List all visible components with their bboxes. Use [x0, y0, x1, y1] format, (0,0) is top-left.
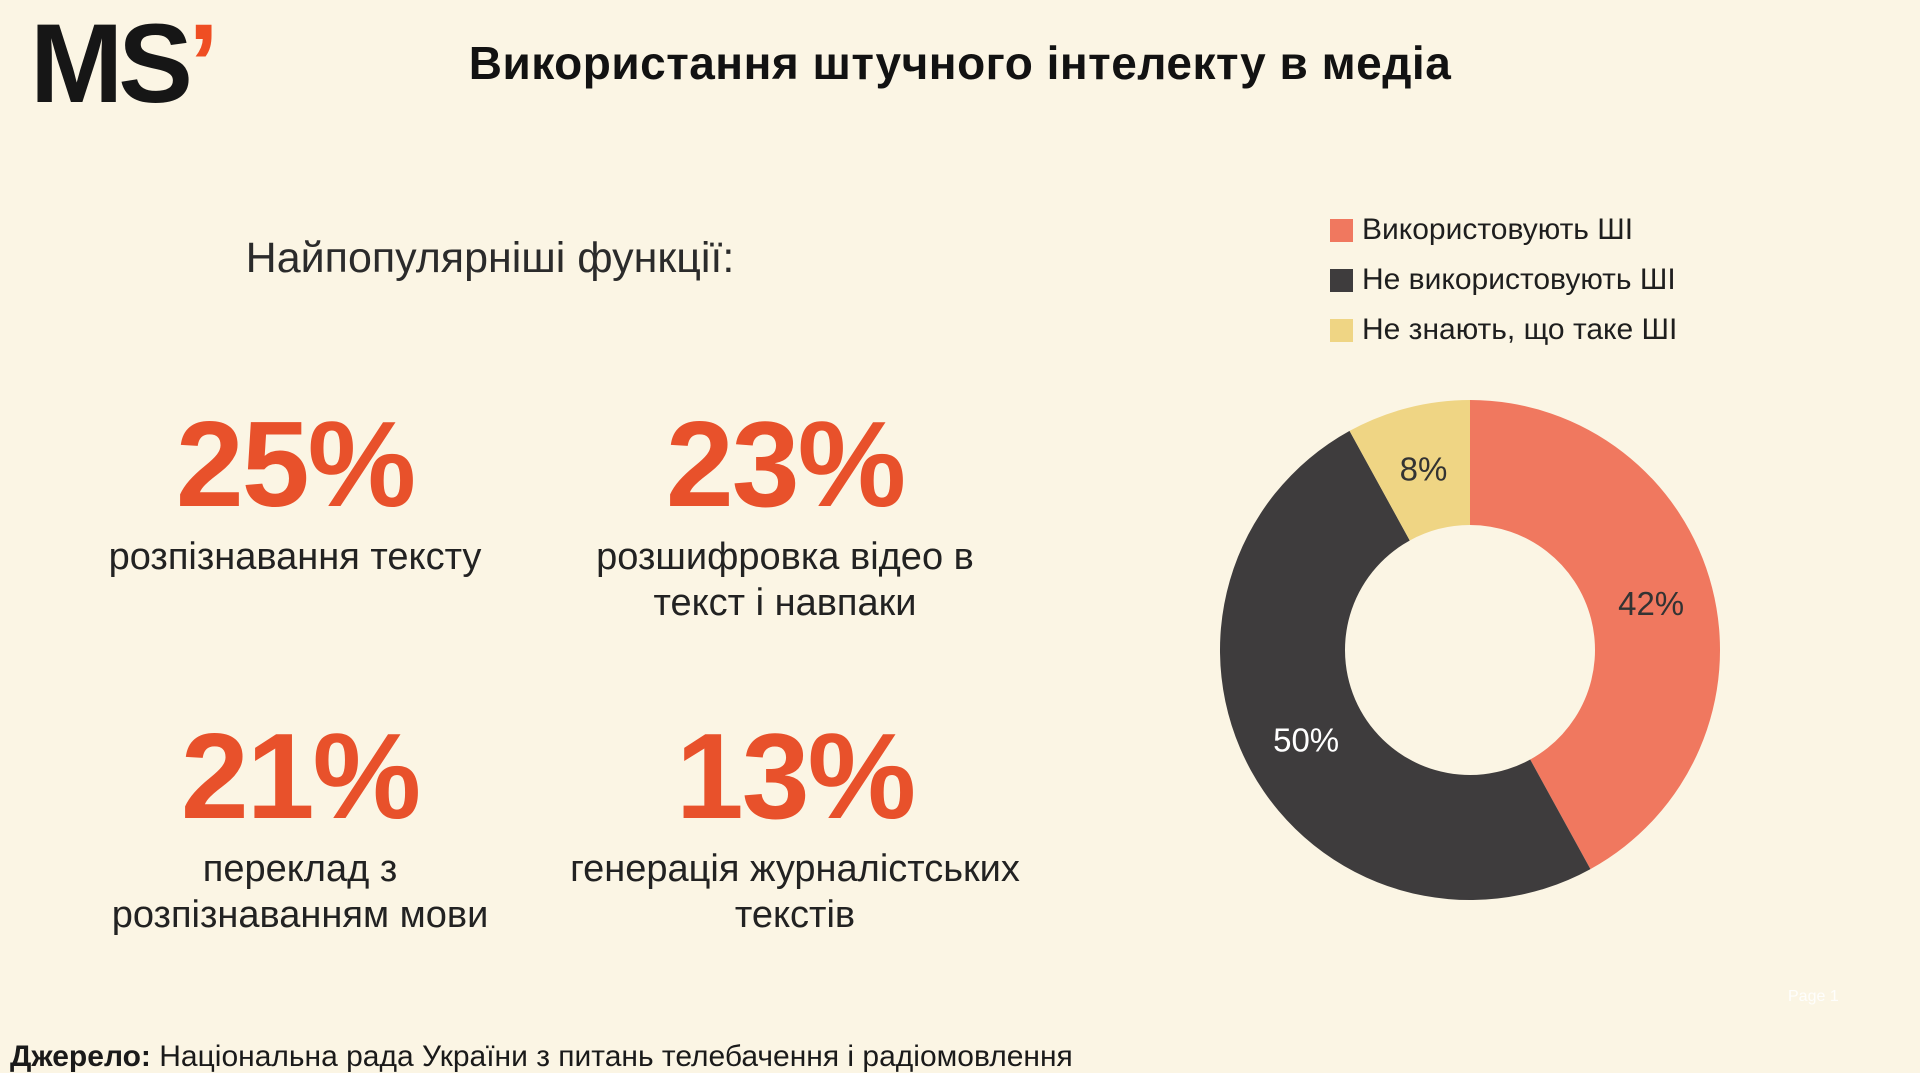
donut-slice-2: [1219, 430, 1591, 901]
legend-label-unknown-ai: Не знають, що таке ШІ: [1362, 313, 1678, 346]
stats-heading: Найпопулярніші функції:: [245, 234, 735, 282]
legend-item-unknown-ai: Не знають, що таке ШІ: [1330, 305, 1677, 355]
legend-swatch-uses-ai: [1330, 218, 1353, 242]
source-label: Джерело:: [10, 1040, 151, 1073]
stat-label-4: генерація журналістських текстів: [570, 848, 1020, 937]
donut-chart: 42% 50% 8%: [1190, 370, 1750, 930]
page-marker: Page 1: [1788, 988, 1839, 1005]
stat-label-3: переклад з розпізнаванням мови: [111, 848, 489, 937]
stat-value-4: 13%: [675, 708, 916, 844]
donut-chart-svg: 42% 50% 8%: [1219, 400, 1721, 901]
donut-slice-1: [1470, 400, 1721, 870]
legend-label-not-uses-ai: Не використовують ШІ: [1362, 263, 1676, 296]
stat-block-4: 13% генерація журналістських текстів: [565, 712, 1025, 939]
source-text: Національна рада України з питань телеба…: [159, 1040, 1073, 1073]
donut-slice-3: [1349, 400, 1470, 541]
source-line: Джерело: Національна рада України з пита…: [10, 1040, 1073, 1074]
stat-block-1: 25% розпізнавання тексту: [65, 400, 525, 580]
stat-label-1: розпізнавання тексту: [108, 536, 482, 579]
stat-value-1: 25%: [175, 396, 416, 532]
stat-block-3: 21% переклад з розпізнаванням мови: [70, 712, 530, 939]
donut-label-1: 42%: [1618, 585, 1684, 622]
legend-item-not-uses-ai: Не використовують ШІ: [1330, 255, 1677, 305]
stat-block-2: 23% розшифровка відео в текст і навпаки: [555, 400, 1015, 627]
legend-swatch-not-uses-ai: [1330, 268, 1353, 292]
legend-label-uses-ai: Використовують ШІ: [1362, 213, 1634, 246]
ms-logo-text: MS: [30, 1, 193, 126]
legend-swatch-unknown-ai: [1330, 318, 1353, 342]
ms-logo: MS’: [30, 2, 219, 125]
donut-label-3: 8%: [1400, 450, 1448, 487]
bottom-strip: [0, 1073, 1920, 1080]
stat-value-3: 21%: [180, 708, 421, 844]
stat-label-2: розшифровка відео в текст і навпаки: [596, 536, 974, 625]
stat-value-2: 23%: [665, 396, 906, 532]
chart-legend: Використовують ШІ Не використовують ШІ Н…: [1330, 205, 1677, 355]
ms-logo-apostrophe: ’: [188, 1, 220, 126]
legend-item-uses-ai: Використовують ШІ: [1330, 205, 1677, 255]
page-title: Використання штучного інтелекту в медіа: [468, 37, 1452, 89]
donut-label-2: 50%: [1273, 722, 1339, 759]
